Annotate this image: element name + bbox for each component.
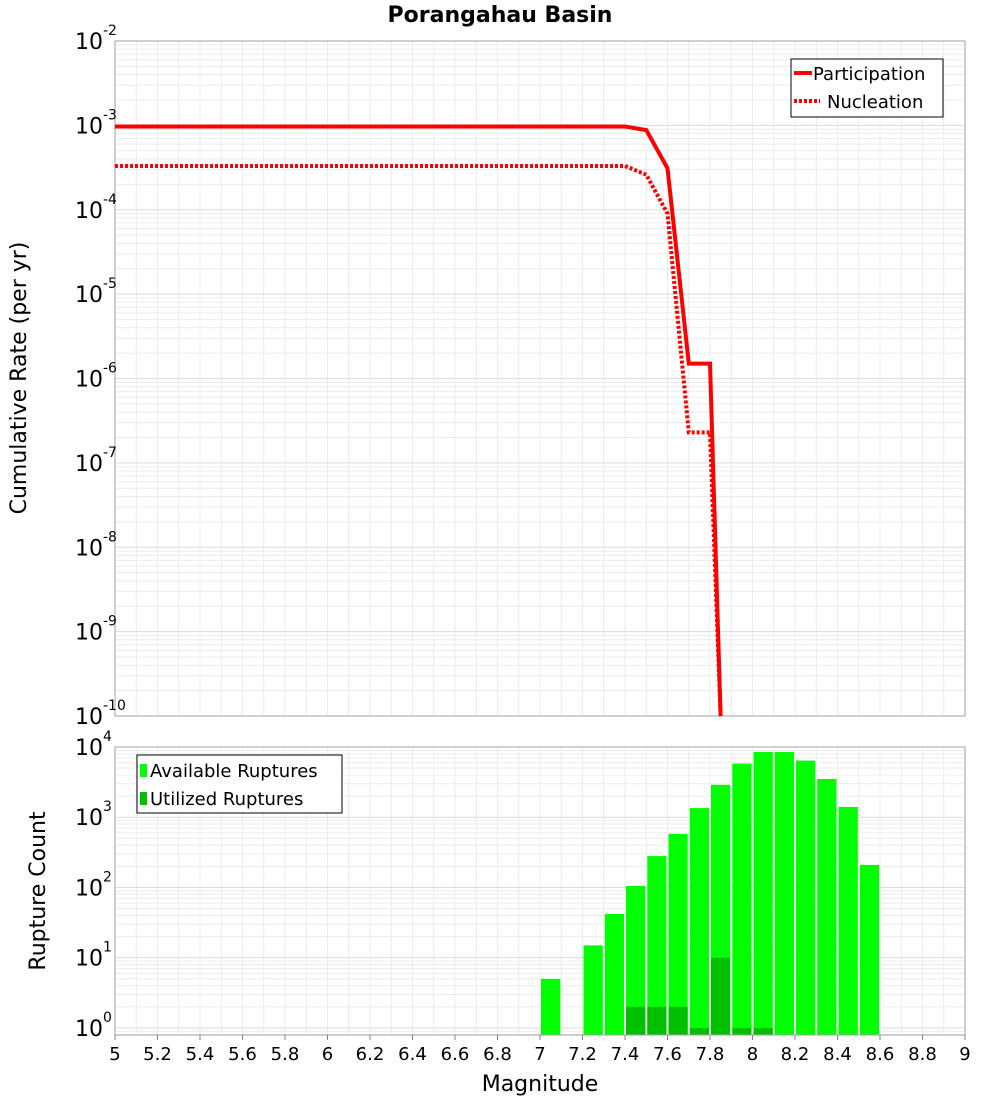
legend-utilized-swatch xyxy=(140,792,147,805)
top-y-tick-exponent: -2 xyxy=(103,23,117,39)
utilized-rupture-bar xyxy=(647,1006,667,1035)
available-rupture-bar xyxy=(774,752,794,1035)
x-tick-label: 6 xyxy=(322,1044,333,1065)
x-tick-label: 7.4 xyxy=(611,1044,640,1065)
x-axis-label: Magnitude xyxy=(482,1072,599,1097)
top-y-tick-exponent: -9 xyxy=(103,614,117,630)
top-panel: 10-210-310-410-510-610-710-810-910-10 Cu… xyxy=(7,23,966,730)
utilized-rupture-bar xyxy=(753,1028,773,1035)
bottom-y-axis-label: Rupture Count xyxy=(26,811,51,971)
x-tick-label: 7 xyxy=(534,1044,545,1065)
available-rupture-bar xyxy=(732,763,752,1035)
available-rupture-bar xyxy=(647,856,667,1035)
x-tick-label: 9 xyxy=(959,1044,970,1065)
available-rupture-bar xyxy=(689,808,710,1035)
chart-title: Porangahau Basin xyxy=(388,3,613,28)
x-tick-label: 5.6 xyxy=(228,1044,257,1065)
utilized-rupture-bar xyxy=(626,1006,646,1035)
x-tick-label: 8.8 xyxy=(908,1044,937,1065)
x-tick-label: 5.2 xyxy=(143,1044,172,1065)
bottom-legend-box xyxy=(136,754,343,814)
x-tick-label: 8.6 xyxy=(866,1044,895,1065)
utilized-rupture-bar xyxy=(711,957,731,1035)
bottom-bars-layer xyxy=(541,752,880,1035)
top-y-tick-label: 10 xyxy=(75,368,103,393)
available-rupture-bar xyxy=(817,779,837,1035)
bottom-y-tick-exponent: 1 xyxy=(103,940,112,956)
legend-available-label: Available Ruptures xyxy=(150,761,318,782)
top-y-tick-label: 10 xyxy=(75,536,103,561)
legend-available-swatch xyxy=(140,764,147,777)
top-y-tick-exponent: -3 xyxy=(103,107,117,123)
bottom-y-tick-exponent: 0 xyxy=(103,1010,112,1026)
bottom-y-tick-label: 10 xyxy=(75,876,103,901)
x-tick-label: 8 xyxy=(747,1044,758,1065)
top-series-layer xyxy=(115,124,723,717)
x-tick-label: 6.2 xyxy=(356,1044,385,1065)
available-rupture-bar xyxy=(859,864,880,1035)
top-y-tick-label: 10 xyxy=(75,199,103,224)
top-y-tick-label: 10 xyxy=(75,621,103,646)
top-plot-frame xyxy=(114,40,966,717)
x-tick-label: 7.2 xyxy=(568,1044,597,1065)
utilized-rupture-bar xyxy=(668,1006,688,1035)
bottom-y-tick-label: 10 xyxy=(75,947,103,972)
top-y-tick-label: 10 xyxy=(75,452,103,477)
top-legend-box xyxy=(790,58,944,118)
top-y-tick-exponent: -6 xyxy=(103,361,117,377)
x-tick-label: 5 xyxy=(109,1044,120,1065)
top-y-tick-exponent: -10 xyxy=(103,698,126,714)
top-y-ticks: 10-210-310-410-510-610-710-810-910-10 xyxy=(75,23,126,730)
bottom-y-tick-exponent: 4 xyxy=(103,729,112,745)
available-rupture-bar xyxy=(668,833,688,1035)
available-rupture-bar xyxy=(541,978,561,1035)
utilized-rupture-bar xyxy=(689,1028,710,1035)
legend-participation-label: Participation xyxy=(813,64,925,85)
top-gridlines xyxy=(114,41,966,717)
top-y-tick-label: 10 xyxy=(75,283,103,308)
top-y-tick-label: 10 xyxy=(75,30,103,55)
top-y-tick-label: 10 xyxy=(75,705,103,730)
x-tick-label: 5.8 xyxy=(271,1044,300,1065)
x-tick-label: 8.2 xyxy=(781,1044,810,1065)
x-tick-label: 8.4 xyxy=(823,1044,852,1065)
top-y-tick-exponent: -7 xyxy=(103,445,117,461)
bottom-x-ticks: 5 5.2 5.4 5.6 5.8 6 6.2 6.4 6.6 6.8 7 7.2 7.4 7.6 7.8 8… xyxy=(109,1035,971,1065)
x-tick-label: 5.4 xyxy=(186,1044,215,1065)
x-tick-label: 6.8 xyxy=(483,1044,512,1065)
top-y-tick-exponent: -4 xyxy=(103,192,117,208)
available-rupture-bar xyxy=(583,945,603,1035)
available-rupture-bar xyxy=(753,752,773,1035)
bottom-legend: Available Ruptures Utilized Ruptures xyxy=(136,754,343,814)
top-legend: Participation Nucleation xyxy=(790,58,944,118)
top-y-tick-exponent: -5 xyxy=(103,276,117,292)
utilized-rupture-bar xyxy=(732,1028,752,1035)
legend-nucleation-label: Nucleation xyxy=(827,92,923,113)
top-y-tick-exponent: -8 xyxy=(103,529,117,545)
bottom-y-tick-exponent: 3 xyxy=(103,799,112,815)
x-tick-label: 7.6 xyxy=(653,1044,682,1065)
bottom-y-tick-exponent: 2 xyxy=(103,869,112,885)
series-line-participation xyxy=(115,124,723,717)
x-tick-label: 6.4 xyxy=(398,1044,427,1065)
available-rupture-bar xyxy=(796,760,816,1035)
legend-utilized-label: Utilized Ruptures xyxy=(150,789,303,810)
available-rupture-bar xyxy=(604,914,624,1035)
available-rupture-bar xyxy=(838,807,858,1035)
available-rupture-bar xyxy=(626,886,646,1035)
series-line-nucleation xyxy=(115,164,723,717)
bottom-y-tick-label: 10 xyxy=(75,806,103,831)
bottom-y-tick-label: 10 xyxy=(75,1017,103,1042)
x-tick-label: 7.8 xyxy=(696,1044,725,1065)
x-tick-label: 6.6 xyxy=(441,1044,470,1065)
top-y-axis-label: Cumulative Rate (per yr) xyxy=(7,242,32,515)
top-y-tick-label: 10 xyxy=(75,114,103,139)
bottom-y-tick-label: 10 xyxy=(75,736,103,761)
